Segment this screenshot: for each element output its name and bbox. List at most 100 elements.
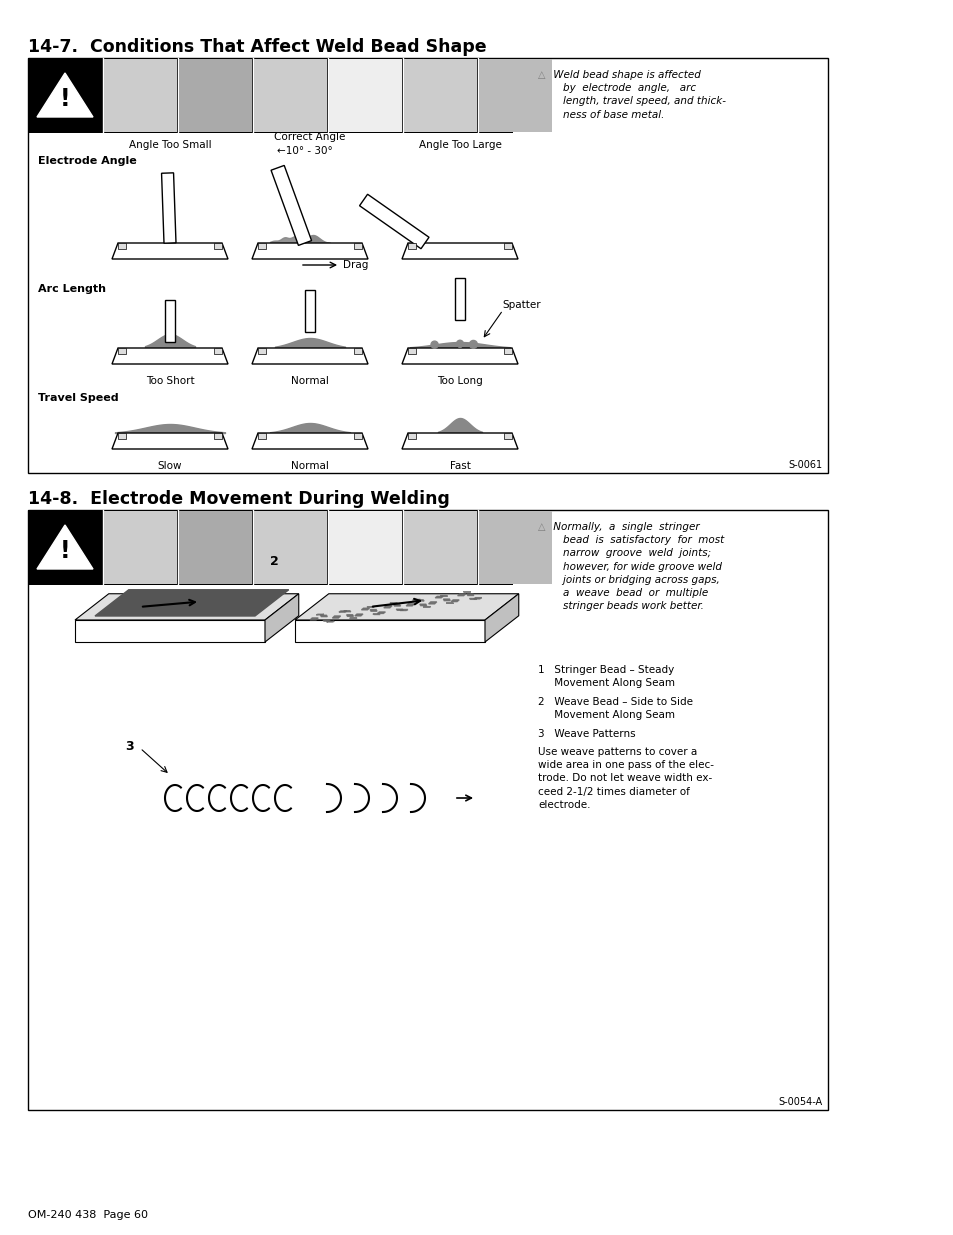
Polygon shape [95, 590, 289, 616]
Polygon shape [406, 604, 414, 606]
Polygon shape [213, 348, 222, 354]
Bar [329, 59, 401, 132]
Text: ←10° - 30°: ←10° - 30° [276, 146, 333, 156]
Bar [104, 59, 177, 132]
Text: 14-7.  Conditions That Affect Weld Bead Shape: 14-7. Conditions That Affect Weld Bead S… [28, 38, 486, 56]
Polygon shape [37, 73, 92, 117]
Text: !: ! [60, 86, 71, 111]
Polygon shape [252, 243, 368, 259]
Text: Too Long: Too Long [436, 375, 482, 387]
Polygon shape [305, 290, 314, 332]
Polygon shape [401, 433, 517, 450]
Polygon shape [354, 243, 361, 249]
Text: 14-8.  Electrode Movement During Welding: 14-8. Electrode Movement During Welding [28, 490, 450, 508]
Text: Correct Angle: Correct Angle [274, 132, 345, 142]
Polygon shape [443, 599, 450, 600]
Polygon shape [320, 615, 327, 616]
Polygon shape [466, 594, 474, 595]
Polygon shape [323, 620, 330, 621]
Polygon shape [503, 433, 512, 440]
Polygon shape [252, 348, 368, 364]
Polygon shape [451, 600, 458, 601]
Text: Angle Too Large: Angle Too Large [418, 140, 501, 149]
Polygon shape [361, 608, 369, 610]
Bar [253, 59, 327, 132]
Polygon shape [474, 598, 481, 599]
Polygon shape [294, 620, 484, 642]
Polygon shape [257, 433, 266, 440]
Polygon shape [401, 243, 517, 259]
Text: OM-240 438  Page 60: OM-240 438 Page 60 [28, 1210, 148, 1220]
Polygon shape [112, 348, 228, 364]
Text: 2: 2 [270, 555, 278, 568]
Polygon shape [435, 597, 443, 598]
Polygon shape [75, 620, 265, 642]
Polygon shape [401, 348, 517, 364]
Text: Arc Length: Arc Length [38, 284, 106, 294]
Polygon shape [252, 433, 368, 450]
Text: 2   Weave Bead – Side to Side
     Movement Along Seam: 2 Weave Bead – Side to Side Movement Alo… [537, 697, 692, 720]
Polygon shape [408, 243, 416, 249]
Circle shape [469, 341, 476, 348]
Text: 1   Stringer Bead – Steady
     Movement Along Seam: 1 Stringer Bead – Steady Movement Along … [537, 664, 675, 688]
Bar [104, 511, 177, 584]
Polygon shape [377, 611, 385, 614]
Polygon shape [112, 433, 228, 450]
Bar [478, 59, 552, 132]
Circle shape [456, 340, 463, 347]
Text: Use weave patterns to cover a
wide area in one pass of the elec-
trode. Do not l: Use weave patterns to cover a wide area … [537, 747, 713, 810]
Polygon shape [354, 348, 361, 354]
Polygon shape [161, 173, 175, 243]
Polygon shape [265, 594, 298, 642]
Polygon shape [408, 348, 416, 354]
Bar [28, 510, 513, 585]
Polygon shape [503, 348, 512, 354]
Polygon shape [370, 610, 376, 611]
Text: S-0061: S-0061 [788, 459, 822, 471]
Polygon shape [394, 605, 400, 606]
Polygon shape [354, 433, 361, 440]
Polygon shape [118, 348, 126, 354]
Text: Spatter: Spatter [501, 300, 540, 310]
Text: Travel Speed: Travel Speed [38, 393, 118, 403]
Polygon shape [419, 604, 426, 605]
Polygon shape [112, 243, 228, 259]
Text: Normally,  a  single  stringer
    bead  is  satisfactory  for  most
    narrow : Normally, a single stringer bead is sati… [550, 522, 723, 611]
Bar [28, 58, 827, 473]
Text: △: △ [537, 522, 545, 532]
Text: Fast: Fast [449, 461, 470, 471]
Text: △: △ [537, 70, 545, 80]
Text: S-0054-A: S-0054-A [778, 1097, 822, 1107]
Polygon shape [408, 433, 416, 440]
Polygon shape [503, 243, 512, 249]
Bar [478, 511, 552, 584]
Polygon shape [165, 300, 174, 342]
Polygon shape [484, 594, 518, 642]
Text: !: ! [60, 538, 71, 563]
Bar [253, 511, 327, 584]
Polygon shape [455, 278, 464, 320]
Bar [179, 59, 252, 132]
Polygon shape [271, 165, 312, 246]
Circle shape [457, 343, 461, 347]
Polygon shape [294, 594, 518, 620]
Text: Slow: Slow [157, 461, 182, 471]
Text: Electrode Angle: Electrode Angle [38, 156, 136, 165]
Polygon shape [118, 243, 126, 249]
Bar [28, 58, 513, 133]
Polygon shape [332, 616, 340, 618]
Polygon shape [118, 433, 126, 440]
Text: Angle Too Small: Angle Too Small [129, 140, 212, 149]
Text: Weld bead shape is affected
    by  electrode  angle,   arc
    length, travel s: Weld bead shape is affected by electrode… [550, 70, 725, 120]
Circle shape [431, 341, 437, 348]
Bar [403, 511, 476, 584]
Text: Drag: Drag [343, 261, 368, 270]
Bar [179, 511, 252, 584]
Polygon shape [346, 615, 353, 616]
Polygon shape [310, 618, 318, 620]
Polygon shape [355, 614, 362, 616]
Bar [28, 510, 827, 1110]
Polygon shape [428, 601, 436, 604]
Text: Normal: Normal [291, 461, 329, 471]
Text: Normal: Normal [291, 375, 329, 387]
